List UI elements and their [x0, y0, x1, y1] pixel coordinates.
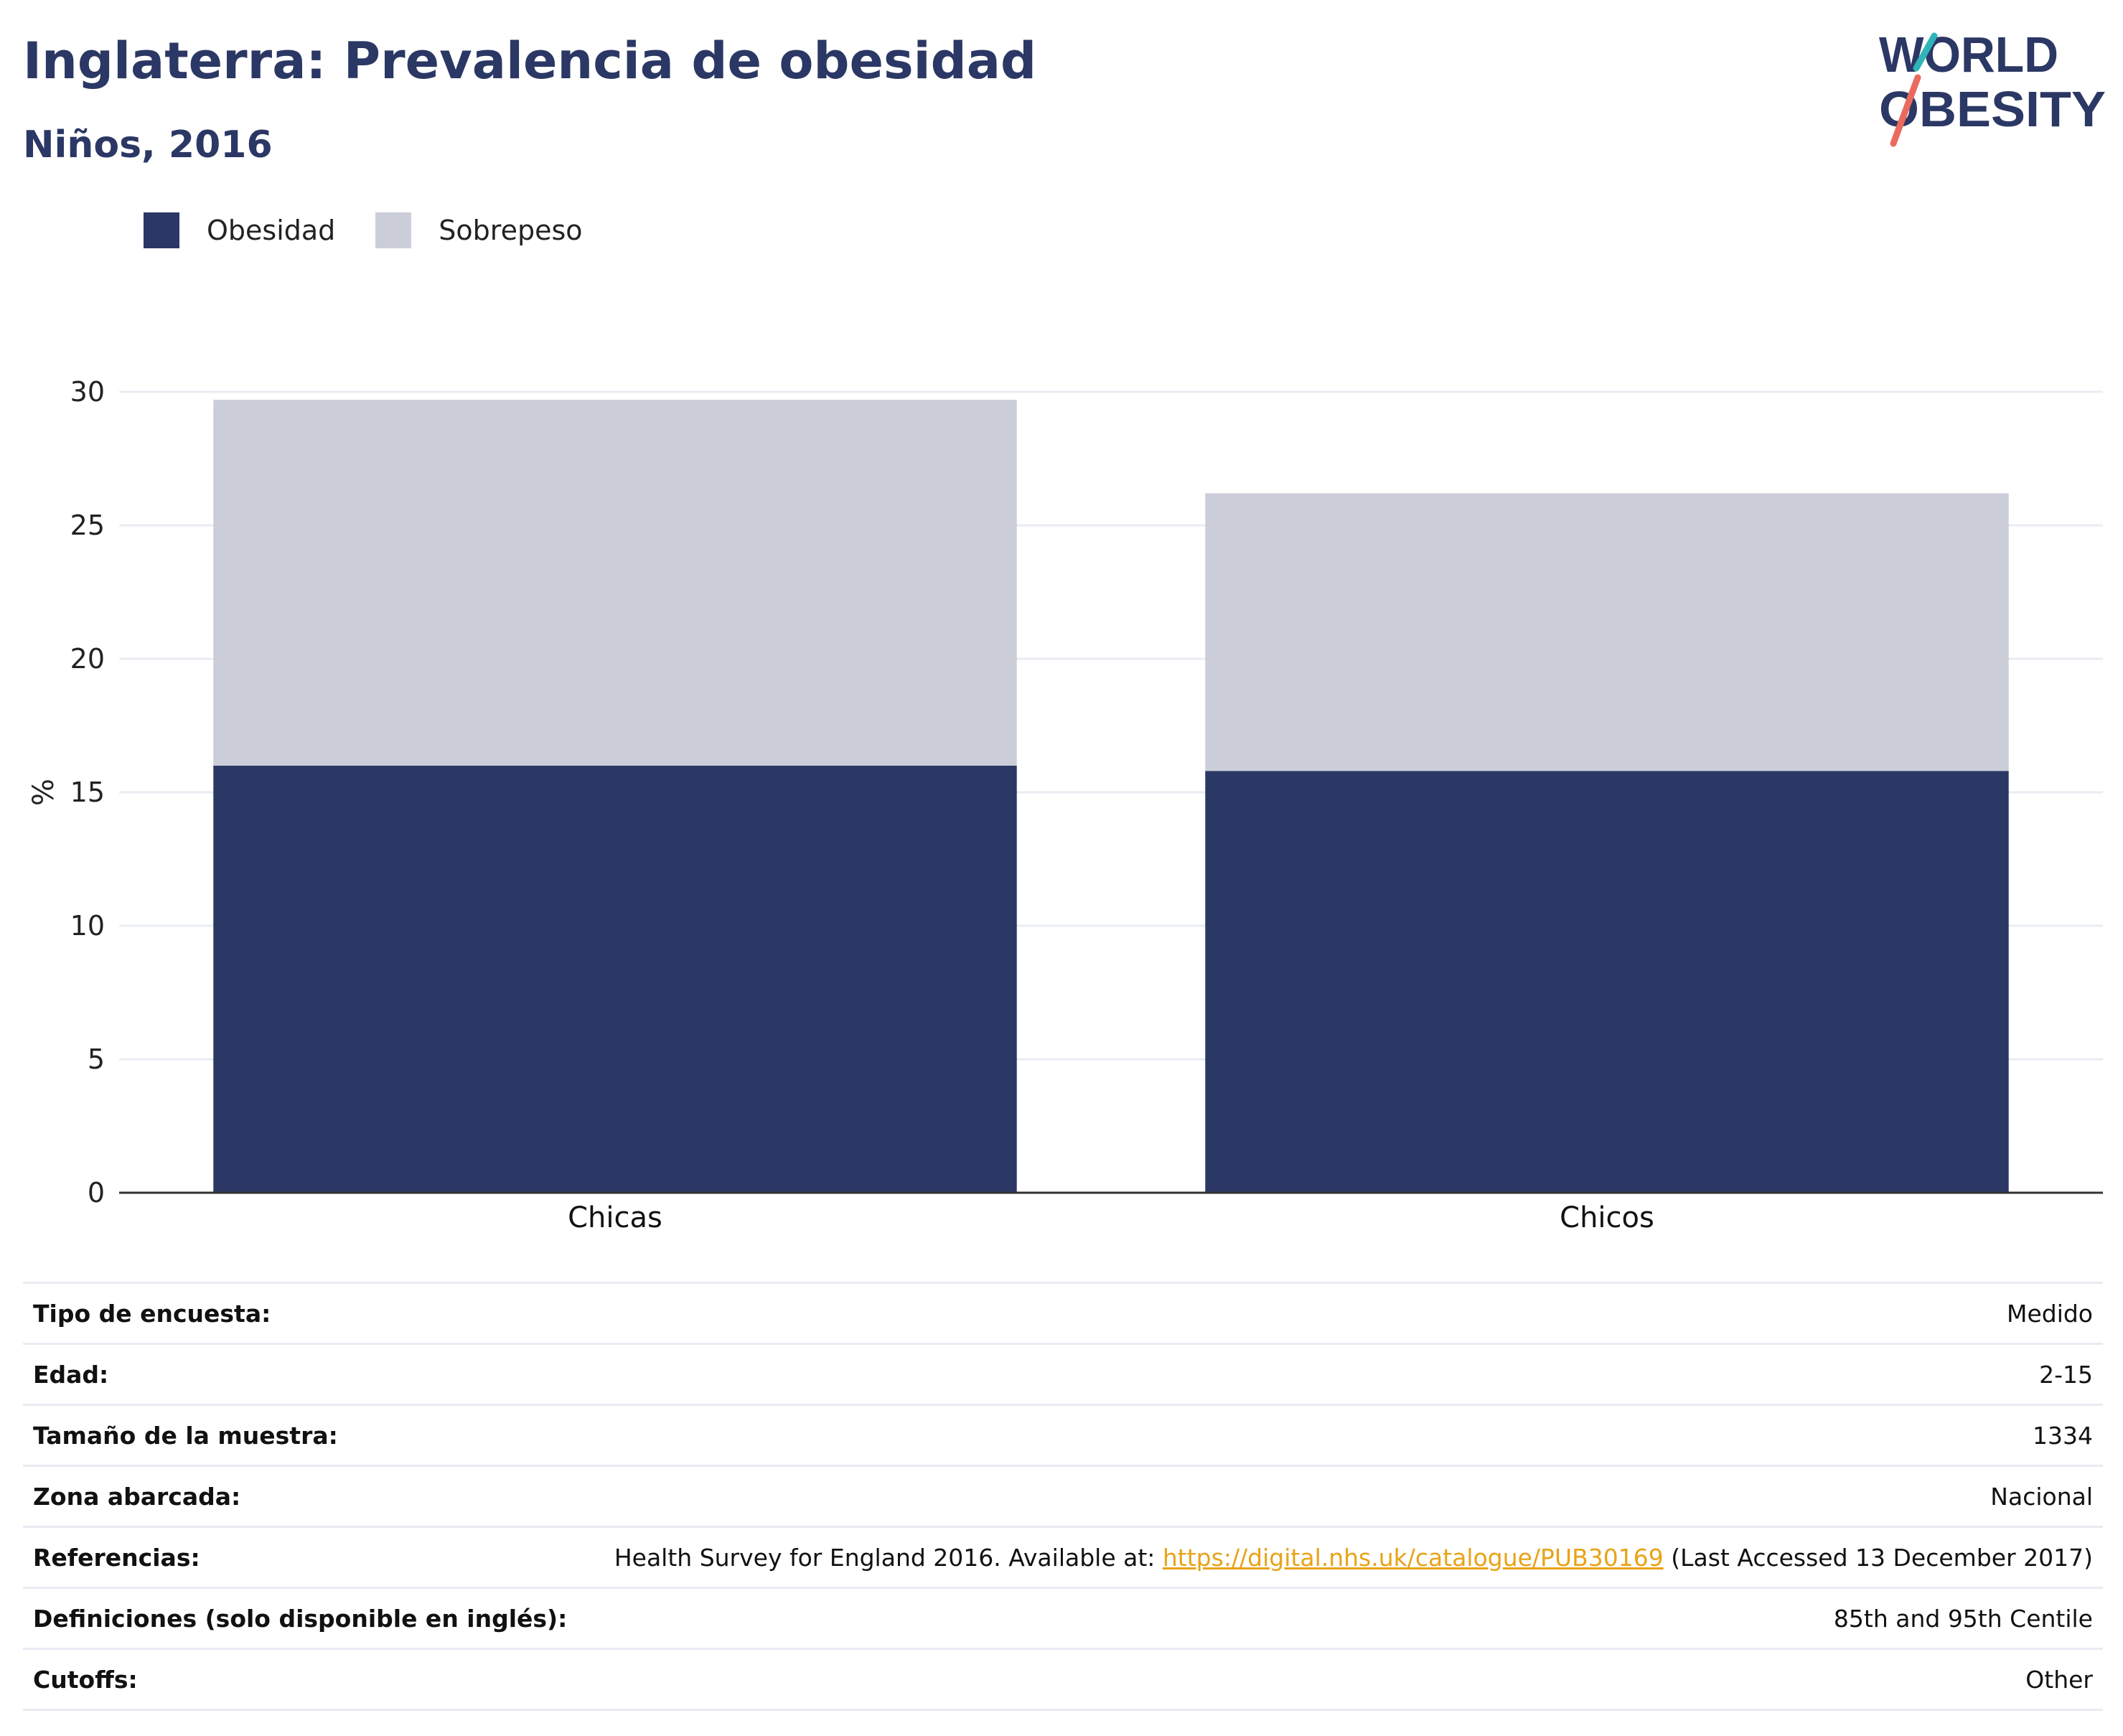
- details-table: Tipo de encuesta: Medido Edad: 2-15 Tama…: [23, 1282, 2103, 1711]
- details-row: Cutoffs: Other: [23, 1648, 2103, 1711]
- logo-slash-coral: [1890, 74, 1921, 147]
- details-row: Definiciones (solo disponible en inglés)…: [23, 1587, 2103, 1649]
- world-obesity-logo: WORLD OBESITY: [1879, 27, 2106, 147]
- legend-swatch-overweight: [375, 212, 412, 248]
- x-tick-label: Chicas: [568, 1201, 662, 1234]
- bar-obesity: [213, 765, 1017, 1193]
- y-tick-label: 30: [70, 376, 105, 408]
- details-value: 2-15: [584, 1343, 2103, 1405]
- reference-link[interactable]: https://digital.nhs.uk/catalogue/PUB3016…: [1162, 1543, 1664, 1572]
- legend-label-obesity: Obesidad: [207, 215, 336, 246]
- details-value: Other: [584, 1648, 2103, 1711]
- details-row: Zona abarcada: Nacional: [23, 1465, 2103, 1527]
- y-tick-label: 5: [88, 1043, 105, 1075]
- details-value: Health Survey for England 2016. Availabl…: [584, 1526, 2103, 1588]
- details-label: Cutoffs:: [23, 1648, 585, 1711]
- y-tick-label: 10: [70, 910, 105, 942]
- details-label: Edad:: [23, 1343, 585, 1405]
- y-tick-label: 0: [88, 1177, 105, 1209]
- page-subtitle: Niños, 2016: [23, 123, 273, 166]
- legend-swatch-obesity: [144, 212, 179, 248]
- details-row: Tipo de encuesta: Medido: [23, 1282, 2103, 1344]
- logo-line-1: WORLD: [1879, 27, 2058, 83]
- reference-prefix: Health Survey for England 2016. Availabl…: [614, 1543, 1163, 1572]
- details-label: Tamaño de la muestra:: [23, 1404, 585, 1466]
- x-tick-label: Chicos: [1560, 1201, 1654, 1234]
- details-label: Definiciones (solo disponible en inglés)…: [23, 1587, 585, 1649]
- reference-suffix: (Last Accessed 13 December 2017): [1663, 1543, 2093, 1572]
- details-value: 85th and 95th Centile: [584, 1587, 2103, 1649]
- details-label: Tipo de encuesta:: [23, 1282, 585, 1344]
- bar-overweight: [1205, 493, 2009, 771]
- chart-legend: Obesidad Sobrepeso: [144, 212, 623, 248]
- bar-chart: 0 5 10 15 20 25 30% Chicas Chicos: [27, 376, 2103, 1234]
- bar-obesity: [1205, 771, 2009, 1193]
- details-value: Medido: [584, 1282, 2103, 1344]
- details-row: Tamaño de la muestra: 1334: [23, 1404, 2103, 1466]
- details-label: Referencias:: [23, 1526, 585, 1588]
- details-value: 1334: [584, 1404, 2103, 1466]
- y-axis-title: %: [27, 779, 60, 806]
- details-value: Nacional: [584, 1465, 2103, 1527]
- y-tick-label: 15: [70, 776, 105, 808]
- legend-label-overweight: Sobrepeso: [439, 215, 583, 246]
- logo-line-2: OBESITY: [1879, 81, 2106, 137]
- legend-item-obesity[interactable]: Obesidad: [144, 212, 335, 248]
- y-tick-label: 25: [70, 510, 105, 541]
- details-row: Referencias: Health Survey for England 2…: [23, 1526, 2103, 1588]
- y-tick-label: 20: [70, 643, 105, 675]
- page-title: Inglaterra: Prevalencia de obesidad: [23, 32, 1037, 90]
- logo-slash-teal: [1913, 32, 1938, 72]
- details-row: Edad: 2-15: [23, 1343, 2103, 1405]
- legend-item-overweight[interactable]: Sobrepeso: [375, 212, 583, 248]
- details-label: Zona abarcada:: [23, 1465, 585, 1527]
- bar-overweight: [213, 400, 1017, 766]
